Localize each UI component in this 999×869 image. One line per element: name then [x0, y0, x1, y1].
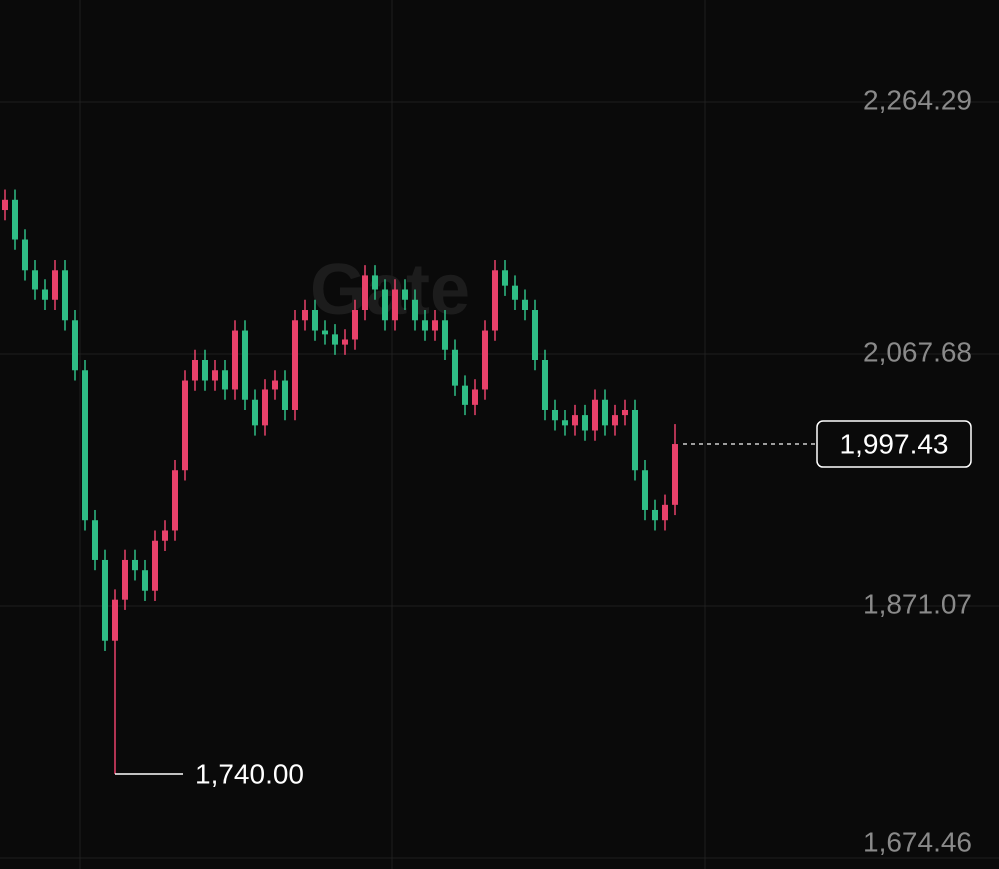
candle-body: [532, 310, 538, 360]
candle-body: [222, 370, 228, 390]
last-price-label: 1,997.43: [840, 428, 949, 459]
candle-body: [572, 415, 578, 426]
y-tick-label: 2,067.68: [863, 336, 972, 367]
candle-body: [672, 444, 678, 505]
candle-body: [522, 299, 528, 311]
candle-body: [12, 199, 18, 240]
candle-body: [602, 399, 608, 426]
candle-body: [252, 399, 258, 426]
candle-body: [42, 289, 48, 300]
candle-body: [462, 385, 468, 405]
candle-body: [542, 359, 548, 410]
candle-body: [392, 289, 398, 321]
candle-body: [452, 349, 458, 386]
candle-body: [2, 199, 8, 211]
candle-body: [242, 330, 248, 400]
candle-body: [642, 470, 648, 510]
candle-body: [592, 399, 598, 431]
candle-body: [402, 289, 408, 300]
y-tick-label: 2,264.29: [863, 84, 972, 115]
candle-body: [32, 270, 38, 290]
last-price-box: [816, 420, 972, 468]
candle-body: [492, 270, 498, 331]
candle-body: [92, 520, 98, 560]
candle-body: [352, 310, 358, 340]
candle-body: [182, 380, 188, 471]
candle-body: [322, 330, 328, 335]
y-tick-label: 1,871.07: [863, 588, 972, 619]
candle-body: [152, 540, 158, 591]
candle-body: [582, 415, 588, 431]
candle-body: [112, 599, 118, 641]
candle-body: [632, 409, 638, 471]
candle-body: [512, 285, 518, 300]
candle-body: [502, 270, 508, 286]
candle-body: [302, 310, 308, 321]
candle-body: [472, 389, 478, 405]
candle-body: [172, 470, 178, 531]
candle-body: [162, 530, 168, 541]
candle-body: [652, 509, 658, 521]
candle-body: [232, 330, 238, 390]
candle-body: [22, 239, 28, 271]
candle-body: [382, 289, 388, 321]
candle-body: [312, 310, 318, 331]
candle-body: [142, 570, 148, 591]
candle-body: [202, 359, 208, 381]
candle-body: [562, 420, 568, 426]
watermark: Gate: [310, 250, 470, 330]
y-tick-label: 1,674.46: [863, 826, 972, 857]
candle-body: [482, 330, 488, 390]
candle-body: [622, 409, 628, 416]
candle-body: [332, 334, 338, 345]
candle-body: [342, 339, 348, 345]
candle-body: [362, 275, 368, 311]
candle-body: [432, 320, 438, 331]
low-marker-label: 1,740.00: [195, 758, 304, 789]
candle-body: [372, 275, 378, 290]
candle-body: [52, 270, 58, 300]
candle-body: [552, 409, 558, 421]
candle-body: [82, 370, 88, 521]
candle-body: [192, 359, 198, 381]
candle-body: [72, 320, 78, 371]
candle-body: [282, 380, 288, 410]
candle-body: [62, 270, 68, 321]
candle-body: [292, 320, 298, 410]
candle-body: [262, 389, 268, 426]
candle-body: [102, 559, 108, 641]
candle-body: [132, 559, 138, 571]
candle-body: [662, 504, 668, 521]
candle-body: [212, 370, 218, 381]
candle-body: [612, 415, 618, 426]
candle-body: [412, 299, 418, 321]
candle-body: [442, 320, 448, 350]
candle-body: [422, 320, 428, 331]
candle-body: [272, 380, 278, 390]
candle-body: [122, 559, 128, 600]
